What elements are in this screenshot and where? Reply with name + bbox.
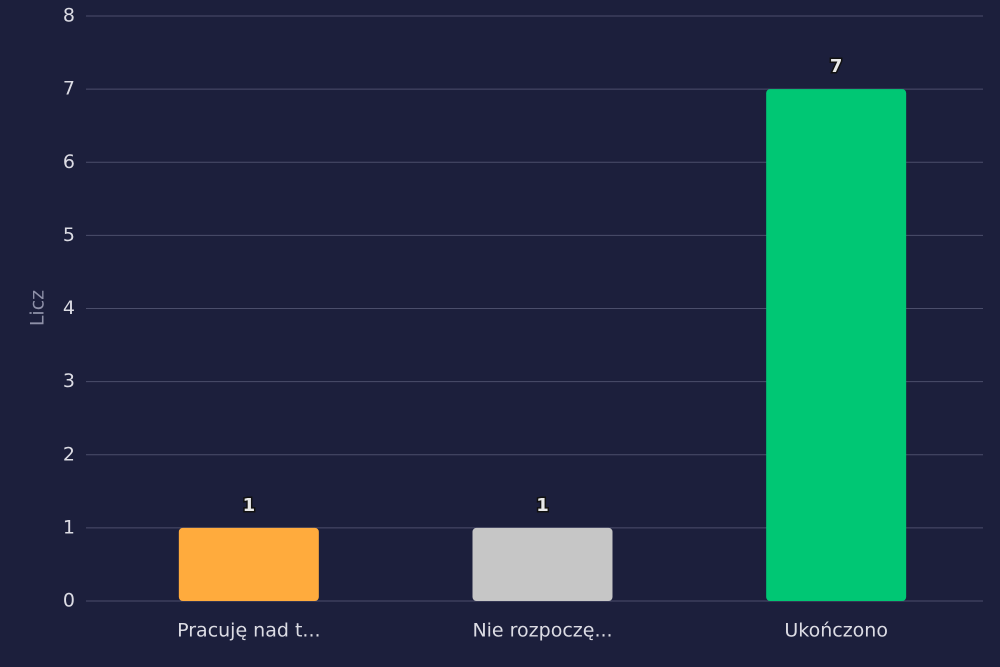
y-tick-label: 1 — [63, 516, 75, 538]
y-tick-label: 8 — [63, 5, 75, 27]
x-tick-label: Ukończono — [784, 620, 888, 642]
y-tick-label: 6 — [63, 151, 75, 173]
data-label: 1 — [536, 495, 549, 516]
bar — [178, 527, 319, 601]
data-label: 1 — [243, 495, 256, 516]
data-label: 7 — [830, 56, 843, 77]
y-tick-label: 3 — [63, 370, 75, 392]
y-tick-label: 5 — [63, 224, 75, 246]
bar — [472, 527, 613, 601]
x-tick-label: Nie rozpoczę... — [472, 620, 612, 642]
y-tick-label: 4 — [63, 297, 75, 319]
bar — [766, 89, 907, 601]
y-tick-label: 7 — [63, 78, 75, 100]
y-axis-label: Licz — [27, 290, 49, 326]
y-tick-label: 2 — [63, 443, 75, 465]
y-tick-label: 0 — [63, 590, 75, 612]
x-tick-label: Pracuję nad t... — [177, 620, 320, 642]
